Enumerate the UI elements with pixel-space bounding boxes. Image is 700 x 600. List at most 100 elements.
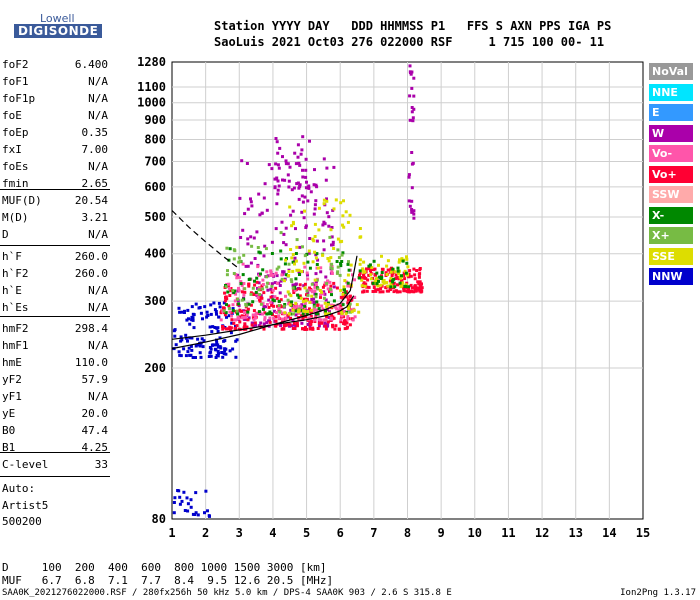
echo-point (337, 311, 341, 315)
echo-point (309, 327, 313, 330)
echo-point (290, 300, 294, 304)
echo-point (348, 323, 352, 327)
echo-point (346, 305, 350, 308)
echo-point (293, 288, 297, 292)
param-value: 7.00 (81, 143, 109, 156)
echo-point (225, 273, 229, 277)
echo-point (172, 511, 176, 515)
echo-point (237, 327, 241, 331)
echo-point (327, 316, 331, 319)
echo-point (283, 178, 287, 182)
echo-point (335, 260, 339, 263)
echo-point (280, 273, 284, 277)
echo-point (314, 283, 318, 287)
echo-point (300, 314, 304, 318)
echo-point (305, 312, 309, 315)
echo-point (326, 320, 330, 324)
echo-point (280, 277, 284, 281)
x-tick-label: 9 (438, 526, 445, 540)
echo-point (189, 505, 193, 509)
echo-point (316, 287, 320, 291)
echo-point (367, 264, 371, 268)
echo-point (408, 204, 412, 208)
echo-point (384, 286, 388, 290)
echo-point (297, 186, 301, 190)
echo-point (289, 278, 293, 282)
echo-point (292, 291, 296, 294)
echo-point (325, 166, 329, 170)
echo-point (222, 352, 226, 356)
echo-point (315, 239, 319, 243)
echo-point (307, 249, 311, 253)
echo-point (259, 272, 262, 276)
echo-point (294, 282, 298, 286)
echo-point (339, 288, 343, 292)
echo-point (385, 264, 389, 268)
echo-point (306, 260, 310, 264)
echo-point (346, 220, 350, 224)
echo-point (223, 311, 226, 315)
echo-point (330, 226, 334, 229)
echo-point (257, 288, 261, 292)
echo-point (375, 271, 379, 275)
echo-point (342, 199, 345, 203)
param-fof1p: foF1p N/A (2, 90, 108, 107)
echo-point (247, 282, 251, 286)
echo-point (255, 230, 259, 234)
echo-point (361, 267, 365, 271)
echo-point (242, 293, 246, 297)
echo-point (379, 287, 383, 291)
echo-point (389, 282, 393, 285)
echo-point (273, 177, 277, 181)
echo-point (298, 183, 302, 187)
echo-point (194, 491, 198, 495)
echo-point (294, 227, 297, 231)
echo-point (312, 309, 316, 312)
echo-point (367, 285, 371, 289)
echo-point (313, 250, 317, 254)
echo-point (339, 304, 343, 308)
echo-point (268, 320, 272, 324)
logo-digisonde: DIGISONDE (14, 24, 103, 38)
echo-point (194, 511, 198, 515)
echo-point (292, 222, 295, 226)
echo-point (358, 227, 362, 230)
echo-point (272, 304, 276, 308)
echo-point (314, 272, 318, 276)
param-label: B1 (2, 441, 16, 454)
param-foe: foE N/A (2, 107, 108, 124)
echo-point (275, 296, 279, 300)
echo-point (287, 185, 291, 189)
echo-point (322, 239, 326, 243)
echo-point (229, 289, 233, 293)
echo-point (330, 313, 334, 317)
echo-point (381, 267, 385, 271)
param-m-d: M(D) 3.21 (2, 209, 108, 226)
echo-point (276, 192, 280, 196)
echo-point (279, 279, 283, 283)
echo-point (330, 293, 333, 297)
echo-point (362, 273, 365, 277)
echo-point (270, 282, 274, 286)
echo-point (312, 318, 316, 322)
echo-point (246, 207, 250, 211)
echo-point (391, 280, 395, 284)
echo-point (406, 265, 410, 269)
x-tick-label: 12 (535, 526, 549, 540)
echo-point (269, 295, 273, 299)
echo-point (367, 267, 371, 271)
echo-point (242, 282, 246, 285)
echo-point (271, 288, 275, 292)
echo-point (270, 252, 274, 255)
echo-point (293, 259, 297, 263)
echo-point (230, 318, 234, 322)
echo-point (323, 301, 327, 305)
echo-point (216, 330, 220, 333)
echo-point (178, 310, 182, 314)
echo-point (363, 284, 367, 288)
echo-point (310, 310, 314, 314)
echo-point (284, 273, 288, 277)
trace-dashed (171, 210, 240, 270)
echo-point (236, 316, 240, 320)
echo-point (391, 267, 395, 271)
